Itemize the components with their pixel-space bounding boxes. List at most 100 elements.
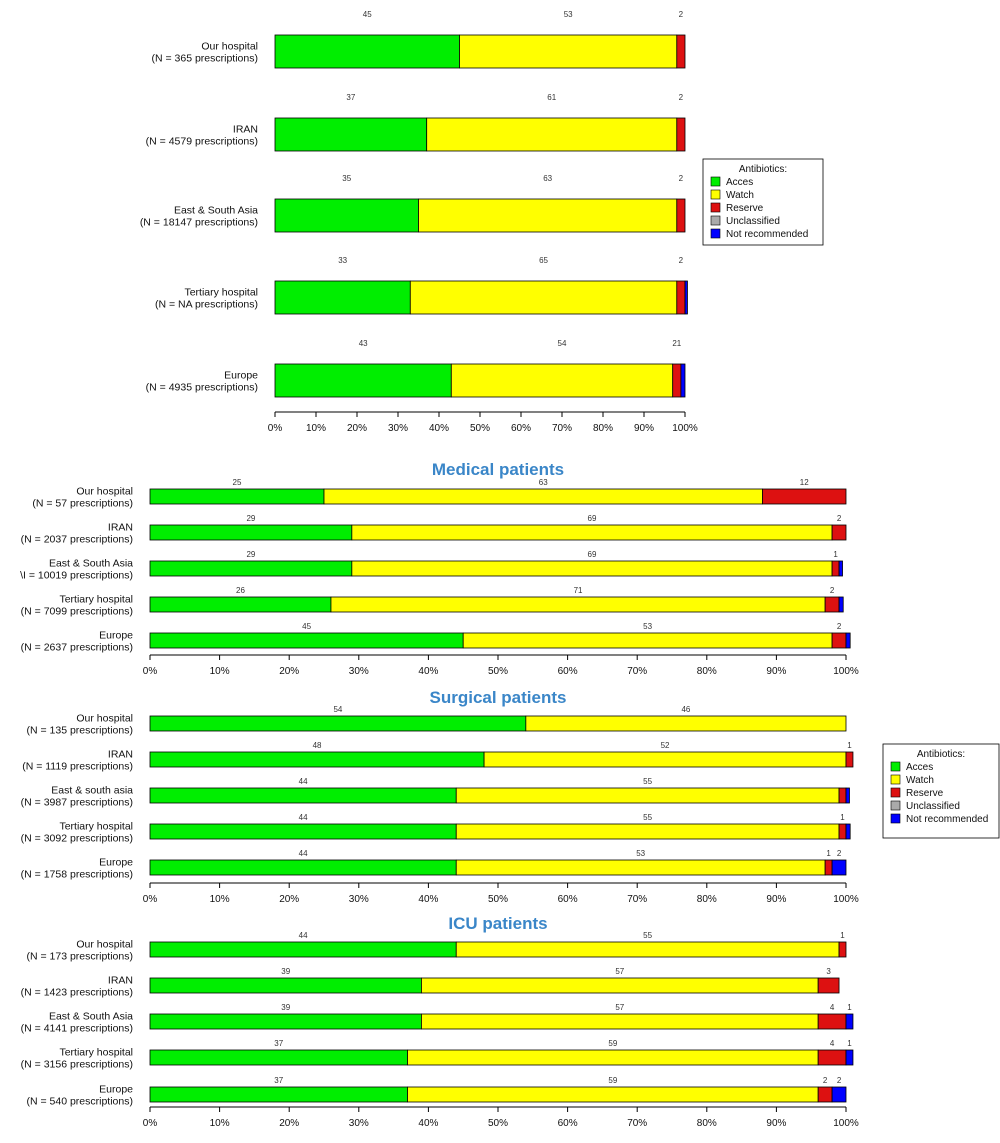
- panel-title: Surgical patients: [430, 688, 567, 707]
- category-label-n: (N = 7099 prescriptions): [21, 606, 133, 618]
- bar-segment-acces: [149, 488, 325, 505]
- x-tick-label: 30%: [388, 423, 408, 434]
- bar-segment-reserve: [845, 751, 854, 768]
- bar-segment-reserve: [817, 1013, 847, 1030]
- bar-segment-acces: [149, 1013, 422, 1030]
- legend: Antibiotics: Acces Watch Reserve Unclassifie…: [702, 158, 824, 246]
- category-label-n: (N = 540 prescriptions): [26, 1096, 133, 1108]
- bar-segment-watch: [455, 787, 840, 804]
- data-label: 26: [236, 586, 245, 595]
- category-label-n: (N = 3987 prescriptions): [21, 797, 133, 809]
- data-label: 4: [830, 1039, 835, 1048]
- data-label: 21: [672, 339, 681, 348]
- category-label-n: (N = 2037 prescriptions): [21, 534, 133, 546]
- legend: Antibiotics: Acces Watch Reserve Unclassifie…: [882, 743, 1000, 839]
- data-label: 37: [274, 1039, 283, 1048]
- x-tick-label: 80%: [593, 423, 613, 434]
- category-label-n: (N = 135 prescriptions): [26, 725, 133, 737]
- bar-segment-acces: [149, 524, 353, 541]
- data-label: 29: [246, 514, 255, 523]
- category-label: Europe: [224, 370, 258, 382]
- x-tick-label: 70%: [627, 666, 647, 677]
- x-tick-label: 70%: [627, 894, 647, 905]
- category-label: Our hospital: [76, 486, 133, 498]
- category-label: Europe: [99, 630, 133, 642]
- legend-swatch: [710, 189, 721, 200]
- bar-segment-watch: [351, 560, 833, 577]
- legend-swatch: [890, 813, 901, 824]
- category-label-n: (N = NA prescriptions): [155, 299, 258, 311]
- data-label: 39: [281, 967, 290, 976]
- legend-entry: Not recommended: [726, 229, 808, 240]
- x-tick-label: 30%: [349, 894, 369, 905]
- category-label: Our hospital: [76, 939, 133, 951]
- legend-entry: Acces: [726, 177, 753, 188]
- data-label: 45: [363, 10, 372, 19]
- category-label: Europe: [99, 857, 133, 869]
- bar-segment-not-recommended: [845, 823, 851, 840]
- data-label: 71: [574, 586, 583, 595]
- legend-entry: Watch: [906, 775, 934, 786]
- bar-segment-reserve: [838, 823, 847, 840]
- bar-segment-watch: [455, 941, 840, 958]
- x-tick-label: 80%: [697, 894, 717, 905]
- category-label-n: (N = 4141 prescriptions): [21, 1023, 133, 1035]
- bar-segment-not-recommended: [845, 1013, 854, 1030]
- category-label: East & south asia: [51, 785, 133, 797]
- data-label: 2: [830, 586, 835, 595]
- category-label-n: (N = 173 prescriptions): [26, 951, 133, 963]
- bar-segment-reserve: [817, 1049, 847, 1066]
- x-tick-label: 70%: [627, 1118, 647, 1129]
- bar-segment-watch: [450, 363, 674, 398]
- data-label: 54: [558, 339, 567, 348]
- data-label: 48: [313, 741, 322, 750]
- x-tick-label: 90%: [634, 423, 654, 434]
- legend-entry: Reserve: [726, 203, 764, 214]
- category-label: East & South Asia: [49, 558, 133, 570]
- data-label: 59: [608, 1076, 617, 1085]
- bar-segment-watch: [525, 715, 847, 732]
- category-label: Our hospital: [201, 41, 258, 53]
- bar-segment-watch: [421, 977, 819, 994]
- legend-entry: Watch: [726, 190, 754, 201]
- category-label-n: (N = 57 prescriptions): [32, 498, 133, 510]
- data-label: 2: [679, 174, 684, 183]
- bar-segment-acces: [149, 560, 353, 577]
- bar-segment-acces: [274, 280, 411, 315]
- bar-segment-watch: [421, 1013, 819, 1030]
- x-tick-label: 10%: [210, 666, 230, 677]
- data-label: 55: [643, 777, 652, 786]
- data-label: 37: [274, 1076, 283, 1085]
- legend-swatch: [710, 215, 721, 226]
- x-tick-label: 90%: [766, 894, 786, 905]
- bar-segment-not-recommended: [845, 787, 850, 804]
- data-label: 37: [346, 93, 355, 102]
- bar-segment-not-recommended: [684, 280, 688, 315]
- bar-segment-reserve: [824, 596, 840, 613]
- data-label: 3: [826, 967, 831, 976]
- bar-segment-acces: [274, 363, 452, 398]
- category-label-n: (N = 1758 prescriptions): [21, 869, 133, 881]
- category-label-n: (N = 3092 prescriptions): [21, 833, 133, 845]
- data-label: 44: [299, 813, 308, 822]
- legend-swatch: [710, 228, 721, 239]
- data-label: 55: [643, 813, 652, 822]
- data-label: 63: [539, 478, 548, 487]
- legend-swatch: [890, 774, 901, 785]
- bar-segment-reserve: [676, 280, 686, 315]
- data-label: 2: [837, 849, 842, 858]
- legend-entry: Unclassified: [726, 216, 780, 227]
- data-label: 1: [847, 1003, 852, 1012]
- data-label: 53: [564, 10, 573, 19]
- data-label: 12: [800, 478, 809, 487]
- bar-segment-acces: [274, 117, 428, 152]
- category-label-n: (N = 4579 prescriptions): [146, 136, 258, 148]
- data-label: 2: [679, 93, 684, 102]
- category-label: IRAN: [233, 124, 258, 136]
- data-label: 2: [679, 256, 684, 265]
- bar-segment-not-recommended: [838, 560, 843, 577]
- legend-entry: Acces: [906, 762, 933, 773]
- bar-segment-watch: [418, 198, 678, 233]
- bar-segment-reserve: [817, 977, 840, 994]
- x-tick-label: 20%: [347, 423, 367, 434]
